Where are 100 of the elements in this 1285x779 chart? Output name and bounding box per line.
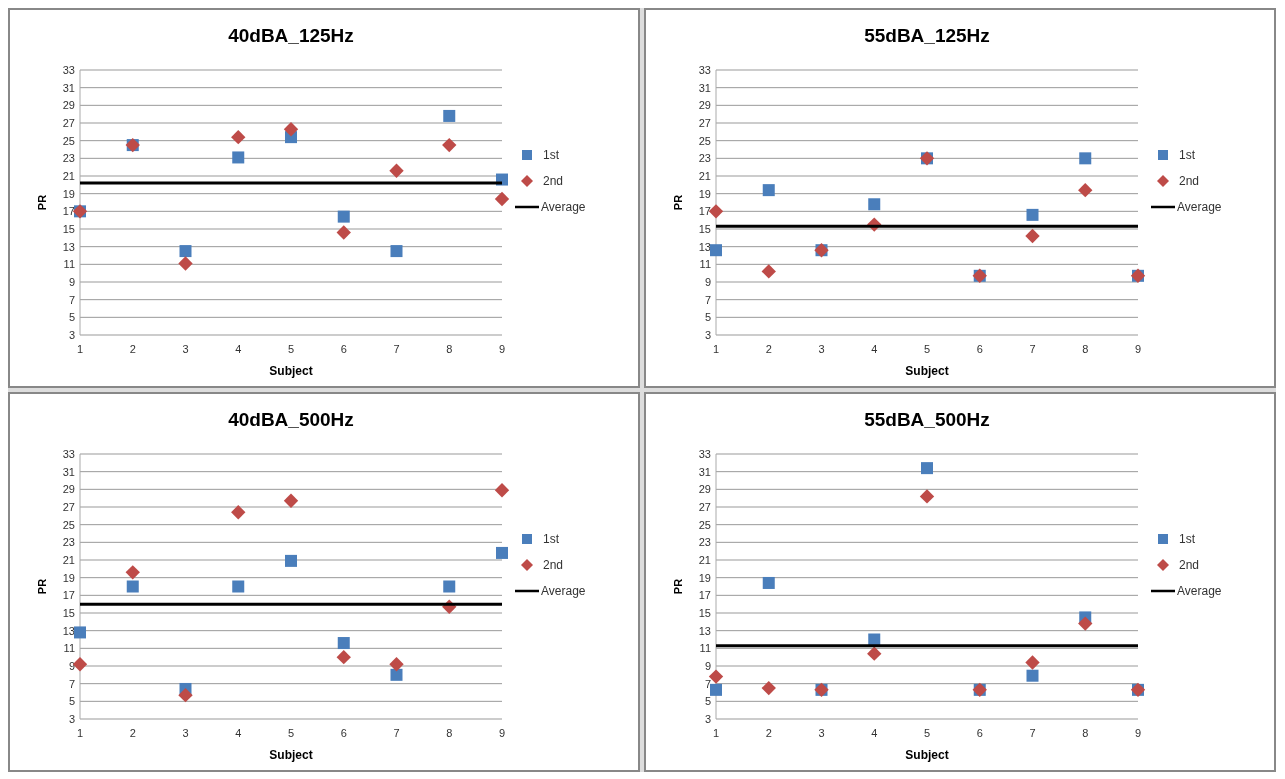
y-tick-label: 27 — [698, 500, 711, 513]
x-tick-label: 8 — [1082, 343, 1089, 355]
y-tick-label: 23 — [698, 152, 711, 165]
y-tick-label: 11 — [63, 642, 75, 655]
y-tick-label: 13 — [62, 624, 75, 637]
legend-label: Average — [1177, 200, 1222, 215]
x-tick-label: 9 — [498, 343, 506, 355]
point — [1025, 228, 1040, 244]
y-tick-label: 7 — [704, 293, 711, 306]
legend-label: Average — [541, 200, 586, 215]
x-tick-label: 4 — [235, 343, 242, 355]
x-tick-label: 3 — [182, 343, 189, 355]
y-tick-label: 17 — [698, 205, 711, 218]
point — [178, 256, 193, 271]
point — [232, 151, 245, 164]
point — [390, 245, 403, 258]
point — [1078, 616, 1093, 631]
y-tick-label: 3 — [68, 328, 75, 341]
x-tick-label: 6 — [976, 343, 983, 355]
legend-label: Average — [1177, 584, 1222, 599]
point — [283, 493, 299, 509]
point — [126, 580, 139, 593]
x-tick-label: 4 — [871, 727, 878, 739]
y-tick-label: 19 — [62, 571, 75, 584]
x-tick-label: 1 — [712, 343, 720, 355]
x-tick-label: 8 — [1082, 727, 1089, 739]
chart-title: 55dBA_500Hz — [864, 409, 990, 430]
y-tick-label: 15 — [698, 606, 711, 619]
y-tick-label: 17 — [698, 589, 711, 602]
x-tick-label: 9 — [1134, 727, 1142, 739]
y-tick-label: 33 — [62, 63, 75, 76]
y-tick-label: 19 — [698, 571, 711, 584]
x-tick-label: 2 — [765, 727, 772, 739]
x-tick-label: 7 — [1029, 343, 1036, 355]
point — [494, 191, 510, 207]
point — [389, 163, 404, 178]
point — [1026, 208, 1039, 221]
point — [443, 109, 456, 122]
y-tick-label: 33 — [62, 447, 75, 460]
x-tick-label: 5 — [923, 727, 931, 739]
x-tick-label: 6 — [976, 727, 983, 739]
y-tick-label: 31 — [62, 81, 75, 94]
y-tick-label: 15 — [62, 606, 75, 619]
point — [710, 683, 722, 696]
y-tick-label: 3 — [704, 712, 711, 725]
y-tick-label: 23 — [62, 536, 75, 549]
x-tick-label: 9 — [498, 727, 506, 739]
point — [921, 462, 933, 475]
point — [125, 565, 140, 580]
x-tick-label: 2 — [129, 727, 136, 739]
y-tick-label: 33 — [698, 447, 711, 460]
point — [231, 129, 246, 145]
y-tick-label: 13 — [698, 240, 711, 253]
y-tick-label: 7 — [68, 293, 75, 306]
point — [710, 244, 722, 257]
y-axis-title: PR — [672, 578, 684, 595]
x-tick-label: 3 — [182, 727, 189, 739]
legend-label: 2nd — [1179, 174, 1200, 189]
point — [178, 687, 193, 703]
chart-title: 55dBA_125Hz — [864, 25, 990, 46]
y-tick-label: 29 — [62, 99, 75, 112]
x-axis-title: Subject — [905, 364, 949, 378]
point — [443, 580, 456, 593]
y-tick-label: 29 — [62, 483, 75, 496]
x-tick-label: 5 — [923, 343, 931, 355]
point — [231, 505, 246, 520]
y-tick-label: 15 — [698, 222, 711, 235]
y-tick-label: 31 — [698, 81, 711, 94]
y-tick-label: 5 — [68, 311, 75, 324]
y-tick-label: 7 — [68, 677, 75, 690]
y-tick-label: 33 — [698, 63, 711, 76]
point — [337, 637, 350, 650]
y-tick-label: 19 — [62, 187, 75, 200]
x-tick-label: 5 — [287, 727, 295, 739]
point — [496, 546, 508, 559]
point — [762, 576, 775, 589]
x-tick-label: 7 — [393, 343, 400, 355]
legend-label: 2nd — [543, 558, 564, 573]
y-tick-label: 21 — [62, 553, 75, 566]
point — [285, 554, 297, 567]
point — [494, 483, 510, 498]
point — [337, 210, 350, 223]
point — [1079, 152, 1092, 165]
point — [390, 668, 403, 681]
legend-label: 1st — [1179, 148, 1196, 163]
x-tick-label: 1 — [712, 727, 720, 739]
point — [867, 646, 882, 661]
y-tick-label: 9 — [704, 659, 711, 672]
x-tick-label: 2 — [765, 343, 772, 355]
y-tick-label: 31 — [698, 465, 711, 478]
chart-title: 40dBA_500Hz — [228, 409, 354, 430]
y-tick-label: 23 — [62, 152, 75, 165]
point — [868, 198, 881, 211]
y-axis-title: PR — [36, 194, 48, 211]
y-tick-label: 5 — [68, 695, 75, 708]
point — [1025, 655, 1040, 670]
point — [761, 264, 776, 279]
y-tick-label: 15 — [62, 222, 75, 235]
x-axis-title: Subject — [905, 748, 949, 762]
x-axis-title: Subject — [269, 748, 313, 762]
